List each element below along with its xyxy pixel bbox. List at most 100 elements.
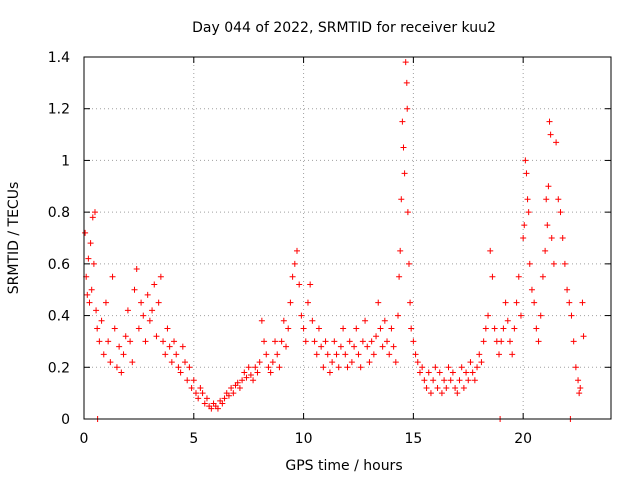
data-point	[402, 59, 409, 66]
data-point	[412, 351, 419, 358]
data-point	[449, 369, 456, 376]
data-point	[572, 364, 579, 371]
data-point	[559, 235, 566, 241]
data-point	[471, 377, 478, 384]
data-point	[467, 359, 474, 366]
data-point	[302, 338, 309, 345]
plot-frame	[83, 56, 612, 420]
data-point	[203, 395, 210, 402]
data-point	[555, 196, 562, 203]
data-point	[544, 222, 551, 229]
data-point	[537, 312, 544, 319]
data-point	[577, 384, 584, 391]
data-point	[528, 286, 535, 293]
data-point	[131, 286, 138, 293]
data-point	[344, 364, 351, 371]
data-point	[414, 359, 421, 366]
data-point	[458, 364, 465, 371]
data-point	[91, 209, 98, 216]
data-point	[370, 351, 377, 358]
data-point	[500, 325, 507, 332]
data-point	[296, 281, 303, 288]
y-tick-label: 0.6	[48, 257, 70, 273]
data-point	[93, 307, 100, 314]
data-point	[239, 377, 246, 384]
data-point	[478, 359, 485, 366]
data-point	[276, 364, 283, 371]
data-point	[405, 260, 412, 267]
data-point	[146, 317, 153, 324]
data-point	[561, 260, 568, 267]
data-point	[285, 325, 292, 332]
chart-title: Day 044 of 2022, SRMTID for receiver kuu…	[192, 20, 496, 36]
data-point	[359, 338, 366, 345]
data-point	[129, 359, 136, 366]
data-point	[307, 281, 314, 288]
data-point	[515, 273, 522, 280]
data-point	[543, 196, 550, 203]
data-point	[241, 369, 248, 376]
data-point	[525, 209, 532, 216]
x-tick-label: 5	[189, 431, 198, 447]
data-point	[482, 325, 489, 332]
data-point	[521, 222, 528, 229]
data-point	[430, 377, 437, 384]
data-point	[520, 235, 527, 241]
data-point	[395, 312, 402, 319]
data-point	[539, 273, 546, 280]
y-tick-label: 1.4	[48, 50, 70, 66]
data-point	[575, 377, 582, 384]
data-point	[313, 351, 320, 358]
data-point	[469, 369, 476, 376]
data-point	[337, 343, 344, 350]
data-point	[153, 333, 160, 340]
data-point	[86, 299, 93, 306]
data-point	[384, 338, 391, 345]
data-point	[579, 299, 586, 306]
data-point	[291, 260, 298, 267]
data-point	[140, 312, 147, 319]
data-point	[160, 338, 167, 345]
data-point	[293, 247, 300, 254]
data-point	[243, 374, 250, 381]
data-point	[82, 229, 89, 236]
data-point	[377, 325, 384, 332]
data-point	[362, 317, 369, 324]
data-point	[423, 384, 430, 391]
data-point	[509, 351, 516, 358]
data-point	[526, 260, 533, 267]
data-point	[399, 118, 406, 125]
data-point	[410, 338, 417, 345]
data-point	[566, 299, 573, 306]
data-point	[94, 325, 101, 332]
data-point	[230, 390, 237, 397]
data-point	[523, 170, 530, 177]
data-point	[335, 364, 342, 371]
y-tick-label: 1	[61, 153, 70, 169]
data-point	[396, 273, 403, 280]
data-point	[342, 351, 349, 358]
data-point	[107, 359, 114, 366]
data-point	[432, 364, 439, 371]
data-point	[463, 369, 470, 376]
data-point	[225, 392, 232, 399]
data-point	[287, 299, 294, 306]
data-point	[392, 359, 399, 366]
data-point	[184, 377, 191, 384]
axis-ticks: 0 0.2 0.4 0.6 0.8 1 1.2 1.4 0 5 10 15 20	[48, 50, 611, 447]
data-point	[355, 351, 362, 358]
data-point	[311, 338, 318, 345]
data-point	[557, 209, 564, 216]
data-point	[234, 379, 241, 386]
data-point	[456, 377, 463, 384]
data-point	[487, 247, 494, 254]
data-point	[261, 338, 268, 345]
data-point	[164, 325, 171, 332]
data-point	[564, 286, 571, 293]
data-point	[401, 170, 408, 177]
data-point	[576, 390, 583, 397]
data-point	[98, 317, 105, 324]
data-point	[407, 299, 414, 306]
data-point	[197, 384, 204, 391]
